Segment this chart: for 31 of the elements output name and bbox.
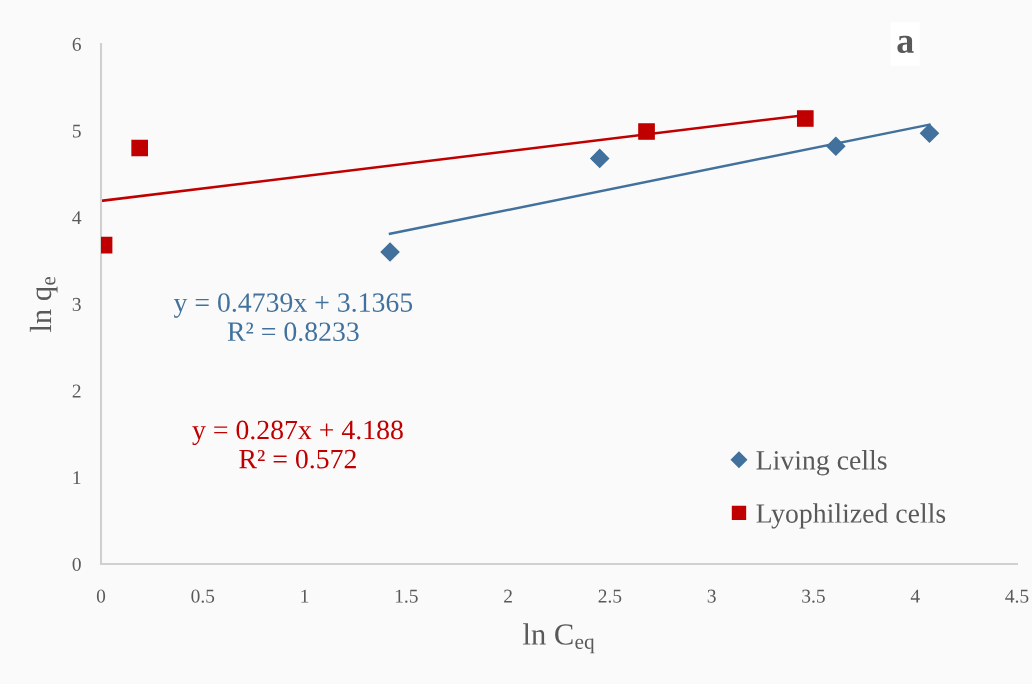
x-tick-label: 4.5 [1005, 589, 1029, 603]
y-tick-label: 0 [72, 557, 81, 571]
x-tick-label: 0.5 [191, 589, 215, 603]
x-axis-title: ln C$_{eq}$ [523, 623, 595, 654]
point [380, 242, 400, 262]
legend-label: Living cells [756, 450, 887, 476]
point [826, 136, 846, 156]
x-tick-label: 0 [96, 589, 106, 603]
x-tick-label: 2.5 [598, 589, 622, 603]
y-tick-label: 3 [72, 297, 81, 311]
annotation: a [897, 35, 914, 54]
x-tick-label: 2 [504, 589, 512, 603]
y-axis-title: ln q$_{e}$ [29, 276, 58, 332]
point [796, 110, 814, 127]
y-tick-label: 5 [72, 124, 81, 138]
x-tick-label: 1.5 [395, 589, 418, 603]
y-tick-label: 6 [72, 37, 81, 51]
annotation: y = 0.4739x + 3.1365 R² = 0.8233 [173, 293, 413, 342]
x-tick-label: 1 [301, 589, 309, 603]
point [638, 123, 655, 140]
x-tick-label: 4 [910, 589, 920, 603]
point [919, 123, 940, 143]
x-tick-label: 3.5 [802, 589, 825, 603]
y-tick-label: 4 [72, 211, 82, 225]
x-tick-label: 3 [707, 589, 716, 603]
y-tick-label: 2 [72, 384, 81, 398]
legend-label: Lyophilized cells [756, 503, 946, 529]
point [590, 148, 610, 168]
annotation: y = 0.287x + 4.188 R² = 0.572 [192, 420, 403, 469]
y-tick-label: 1 [73, 471, 81, 485]
point [131, 139, 149, 157]
